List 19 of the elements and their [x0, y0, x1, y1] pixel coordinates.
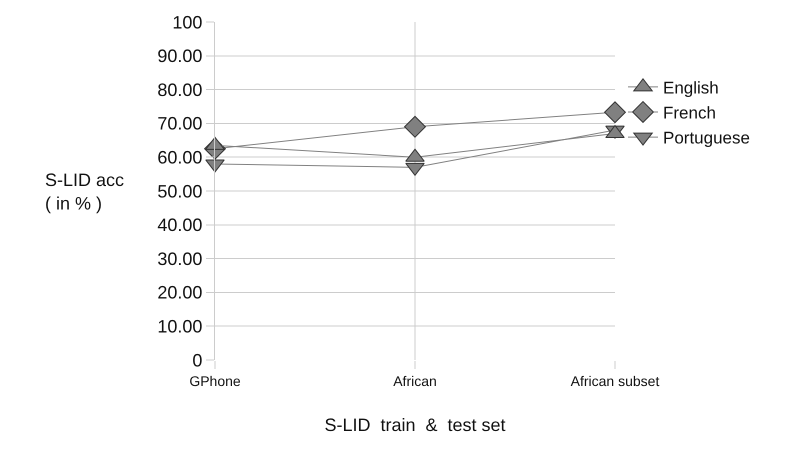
x-axis-title: S-LID train & test set	[324, 414, 506, 435]
y-tick-label: 0	[192, 350, 202, 370]
x-tick-label: African	[393, 372, 437, 389]
y-tick-label: 30.00	[157, 248, 202, 269]
y-tick-label: 50.00	[157, 181, 202, 202]
y-axis-title: S-LID acc ( in % )	[45, 170, 124, 214]
y-tick-label: 100	[172, 12, 202, 32]
y-tick-label: 40.00	[157, 215, 202, 236]
y-tick-label: 70.00	[157, 114, 202, 134]
y-tick-label: 80.00	[157, 80, 202, 100]
legend-label: French	[663, 104, 716, 123]
x-tick-label: African subset	[570, 372, 660, 389]
y-tick-label: 10.00	[157, 316, 202, 336]
legend-label: English	[663, 78, 719, 98]
legend-label: Portuguese	[663, 128, 750, 148]
y-tick-label: 90.00	[157, 46, 202, 66]
y-tick-label: 20.00	[157, 282, 202, 303]
y-tick-label: 60.00	[157, 148, 202, 168]
x-tick-label: GPhone	[189, 372, 241, 389]
